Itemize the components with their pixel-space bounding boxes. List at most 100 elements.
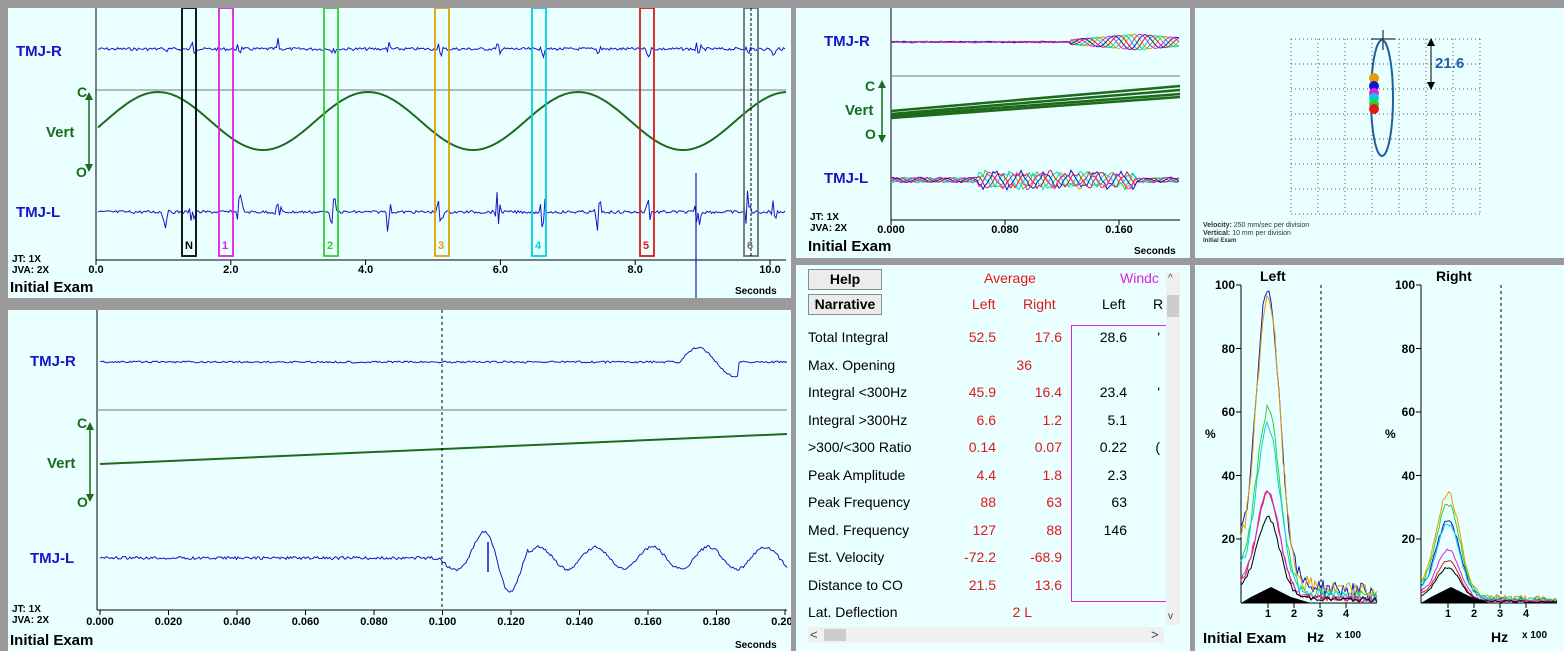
vert-arrow-down-icon <box>85 164 93 172</box>
marker-N <box>181 8 197 257</box>
right-x-scale: x 100 <box>1522 630 1548 641</box>
narrative-button[interactable]: Narrative <box>808 294 882 315</box>
stat-row: Peak Amplitude 4.4 1.8 2.3 <box>796 467 1166 489</box>
x-tick-label: 2.0 <box>223 264 239 276</box>
stat-label: Integral >300Hz <box>808 411 908 428</box>
x-tick-label: 0.080 <box>991 224 1019 236</box>
vertical-label: Vertical: <box>1203 230 1231 237</box>
stat-row: Med. Frequency 127 88 146 <box>796 522 1166 544</box>
tmj-l-trace-4 <box>890 169 1180 191</box>
vertical-note: Vertical: 10 mm per division <box>1203 230 1291 237</box>
marker-label-2[interactable]: 2 <box>327 240 334 252</box>
x-tick-label: 0.020 <box>154 616 183 628</box>
avg-center-value: 2 L <box>1012 604 1032 620</box>
vert-trace <box>97 90 787 151</box>
marker-label-1[interactable]: 1 <box>222 240 229 252</box>
win-left-value: 5.1 <box>1107 411 1127 428</box>
zoom-trace-plot[interactable] <box>796 8 1190 258</box>
vert-c-label: C <box>865 78 876 94</box>
spectrum-x-tick-label: 1 <box>1264 608 1272 620</box>
marker-label-4[interactable]: 4 <box>535 240 542 252</box>
x-tick-label: 0.000 <box>86 616 114 628</box>
trajectory-point-5 <box>1369 104 1379 114</box>
win-right-value: ' <box>1157 384 1160 400</box>
horizontal-scrollbar[interactable]: < > <box>808 627 1164 643</box>
vertical-scrollbar[interactable]: ^ v <box>1166 273 1180 625</box>
win-left-value: 146 <box>1103 521 1127 538</box>
stat-label: >300/<300 Ratio <box>808 439 912 455</box>
exam-title: Initial Exam <box>10 632 94 649</box>
zoom-trace-panel[interactable]: TMJ-R C Vert O TMJ-L JT: 1X JVA: 2X Init… <box>796 8 1190 258</box>
jva-gain: JVA: 2X <box>12 615 50 626</box>
overview-trace-plot[interactable] <box>8 8 791 298</box>
stat-label: Est. Velocity <box>808 549 885 565</box>
x-tick-label: 0.060 <box>291 616 320 628</box>
marker-label-3[interactable]: 3 <box>438 240 445 252</box>
help-button[interactable]: Help <box>808 269 882 290</box>
tmj-r-label: TMJ-R <box>30 353 76 370</box>
right-spectrum-title: Right <box>1436 268 1472 284</box>
avg-right-value: 16.4 <box>1034 384 1062 400</box>
detail-trace-plot[interactable] <box>8 310 791 651</box>
vert-c-label: C <box>77 84 88 100</box>
spectrum-y-tick-label: 60 <box>1401 405 1415 419</box>
overview-trace-panel[interactable]: TMJ-R C Vert O TMJ-L JT: 1X JVA: 2X Init… <box>8 8 791 298</box>
stat-label: Total Integral <box>808 329 889 345</box>
x-tick-label: 0.0 <box>88 264 104 276</box>
x-tick-label: 0.080 <box>360 616 388 628</box>
x-tick-label: 0.160 <box>1105 224 1133 236</box>
detail-trace-panel[interactable]: TMJ-R C Vert O TMJ-L JT: 1X JVA: 2X Init… <box>8 310 791 651</box>
marker-label-5[interactable]: 5 <box>643 240 650 252</box>
win-left-value: 2.3 <box>1107 466 1127 483</box>
avg-right-header: Right <box>1023 296 1056 312</box>
win-left-value: 63 <box>1111 494 1127 510</box>
x-tick-label: 6.0 <box>492 264 509 276</box>
scroll-down-icon[interactable]: v <box>1168 611 1173 622</box>
marker-3 <box>434 8 450 257</box>
jt-gain: JT: 1X <box>810 212 839 223</box>
scroll-hthumb[interactable] <box>824 629 846 641</box>
left-x-unit: Hz <box>1307 629 1325 645</box>
x-tick-label: 4.0 <box>357 264 374 276</box>
statistics-panel[interactable]: Help Narrative Average Windc Left Right … <box>796 265 1190 651</box>
spectrum-x-tick-label: 4 <box>1342 608 1350 620</box>
scroll-right-icon[interactable]: > <box>1151 627 1159 642</box>
tmj-r-label: TMJ-R <box>16 43 62 60</box>
spectrum-panel[interactable]: Left Right % % Initial Exam Hz x 100 Hz … <box>1195 265 1564 651</box>
win-left-value: 28.6 <box>1099 329 1127 345</box>
velocity-note: Velocity: 250 mm/sec per division <box>1203 222 1309 229</box>
spectrum-y-tick-label: 20 <box>1221 532 1235 546</box>
right-x-unit: Hz <box>1491 629 1509 645</box>
tmj-r-trace <box>97 37 786 59</box>
vert-label: Vert <box>47 455 76 472</box>
avg-left-value: 52.5 <box>968 329 996 345</box>
trajectory-point-1 <box>1369 81 1379 91</box>
marker-label-N[interactable]: N <box>185 240 193 252</box>
win-right-value: ' <box>1157 329 1160 345</box>
jva-gain: JVA: 2X <box>12 265 50 276</box>
stat-label: Distance to CO <box>808 576 903 593</box>
spectrum-plot[interactable] <box>1195 265 1564 651</box>
x-tick-label: 8.0 <box>627 264 643 276</box>
avg-right-value: -68.9 <box>1030 549 1062 565</box>
avg-left-value: 4.4 <box>976 466 996 483</box>
tmj-l-trace-3 <box>890 169 1180 190</box>
x-tick-label: 0.200 <box>771 616 791 628</box>
scroll-thumb[interactable] <box>1167 295 1179 317</box>
spectrum-x-tick-label: 2 <box>1470 608 1478 620</box>
vert-o-label: O <box>77 494 88 510</box>
spectrum-line-1 <box>1240 294 1378 600</box>
scroll-up-icon[interactable]: ^ <box>1168 273 1173 284</box>
trajectory-panel[interactable]: 21.6 Velocity: 250 mm/sec per division V… <box>1195 8 1564 258</box>
left-y-unit: % <box>1205 427 1216 441</box>
avg-right-value: 63 <box>1046 494 1062 510</box>
spectrum-line-1 <box>1420 490 1558 602</box>
scroll-left-icon[interactable]: < <box>810 627 818 642</box>
marker-label-6[interactable]: 6 <box>747 240 754 252</box>
trajectory-plot[interactable] <box>1195 8 1564 258</box>
x-tick-label: 0.180 <box>702 616 731 628</box>
jt-gain: JT: 1X <box>12 254 41 265</box>
spectrum-x-tick-label: 2 <box>1290 608 1298 620</box>
tmj-r-trace-4 <box>890 34 1180 50</box>
tmj-l-trace-5 <box>890 171 1180 191</box>
